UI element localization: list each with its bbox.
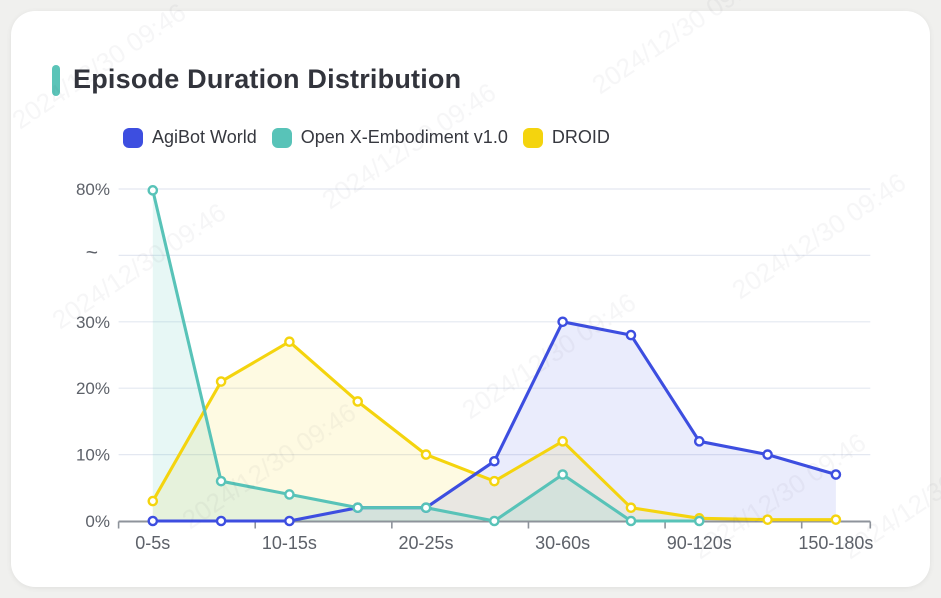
legend-label: DROID xyxy=(551,127,610,147)
chart-card: Episode Duration Distribution AgiBot Wor… xyxy=(11,11,930,587)
legend-swatch-icon xyxy=(271,127,292,148)
title-accent-bar xyxy=(52,65,60,96)
chart-title: Episode Duration Distribution xyxy=(73,64,462,94)
legend-label: Open X-Embodiment v1.0 xyxy=(300,127,508,147)
legend-swatch-icon xyxy=(522,127,543,148)
legend-item-open-x-embodiment[interactable]: Open X-Embodiment v1.0 xyxy=(271,127,508,148)
legend-label: AgiBot World xyxy=(152,127,257,147)
legend-item-droid[interactable]: DROID xyxy=(522,127,610,148)
chart-legend: AgiBot World Open X-Embodiment v1.0 DROI… xyxy=(123,127,610,148)
legend-swatch-icon xyxy=(123,127,143,148)
legend-item-agibot-world[interactable]: AgiBot World xyxy=(123,127,257,148)
